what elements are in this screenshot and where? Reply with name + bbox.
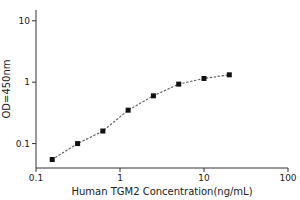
data-point — [227, 72, 232, 77]
data-point — [176, 82, 181, 87]
x-axis-line — [36, 168, 288, 169]
chart-svg: 0.1 1 10 100 0.1 1 10 Human TGM2 Concentration(… — [0, 0, 300, 200]
y-tick — [32, 82, 36, 83]
data-point — [202, 76, 207, 81]
data-point — [75, 141, 80, 146]
y-tick-label: 10 — [19, 16, 31, 26]
data-point — [151, 93, 156, 98]
plot-area — [50, 72, 232, 162]
x-tick-label: 0.1 — [29, 173, 43, 183]
chart-container: 0.1 1 10 100 0.1 1 10 Human TGM2 Concentration(… — [0, 0, 300, 200]
y-tick — [32, 143, 36, 144]
y-tick — [32, 20, 36, 21]
x-tick-label: 10 — [198, 173, 210, 183]
x-tick-label: 100 — [279, 173, 296, 183]
data-line — [52, 75, 229, 160]
x-tick — [36, 168, 37, 172]
y-axis-line — [36, 10, 37, 168]
page: {"chart_data": {"type": "line", "x": [0.… — [0, 0, 300, 200]
y-tick-label: 1 — [24, 77, 30, 87]
data-point — [50, 157, 55, 162]
data-point — [126, 108, 131, 113]
x-tick-label: 1 — [117, 173, 123, 183]
y-tick-label: 0.1 — [16, 139, 30, 149]
x-tick — [120, 168, 121, 172]
axes: 0.1 1 10 100 0.1 1 10 — [16, 10, 297, 183]
y-axis-label: OD=450nm — [1, 59, 12, 118]
x-tick — [204, 168, 205, 172]
x-tick — [288, 168, 289, 172]
data-point — [100, 129, 105, 134]
x-axis-label: Human TGM2 Concentration(ng/mL) — [71, 186, 252, 197]
